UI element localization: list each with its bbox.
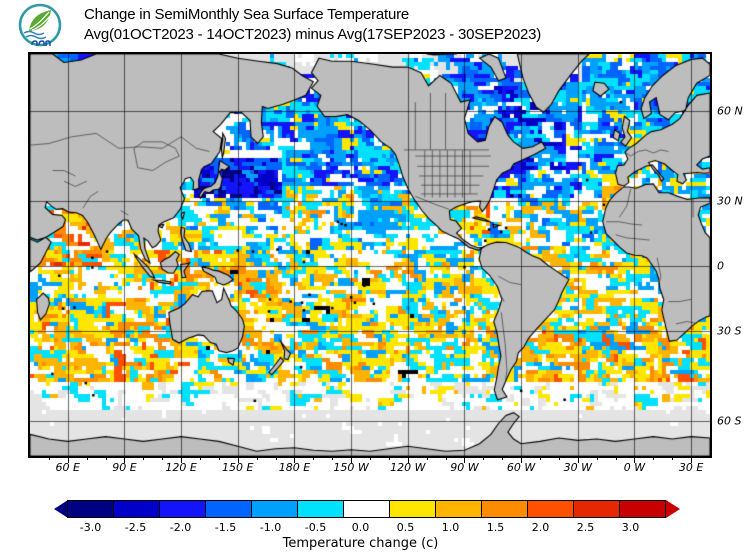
lon-axis-label: 120 W	[390, 461, 426, 474]
colorbar-tick-label: 0.0	[351, 521, 370, 534]
lon-axis-label: 0 W	[623, 461, 646, 474]
lon-axis-tick	[275, 456, 277, 460]
lon-axis-tick	[483, 456, 485, 460]
lon-axis-tick	[653, 456, 655, 460]
title-line-2: Avg(01OCT2023 - 14OCT2023) minus Avg(17S…	[84, 26, 542, 43]
map-frame	[28, 52, 712, 458]
lon-axis-tick	[124, 456, 126, 463]
hii-logo	[15, 2, 65, 55]
colorbar-segment	[389, 500, 436, 518]
colorbar-segment	[251, 500, 298, 518]
lon-axis-tick	[162, 456, 164, 460]
lat-axis-label: 30 S	[717, 324, 742, 338]
colorbar-tick-label: 2.0	[531, 521, 550, 534]
lon-axis-tick	[218, 456, 220, 460]
lon-axis-label: 120 E	[165, 461, 197, 474]
colorbar-tick-label: -0.5	[304, 521, 327, 534]
colorbar-left-arrow	[54, 500, 68, 518]
lon-axis-tick	[672, 456, 674, 460]
colorbar-caption: Temperature change (c)	[282, 536, 439, 551]
colorbar-segment	[205, 500, 252, 518]
lat-axis-label: 60 S	[717, 414, 742, 428]
lon-axis-label: 150 W	[333, 461, 369, 474]
hii-logo-graphic	[18, 3, 62, 47]
lon-axis-tick	[48, 456, 50, 460]
lon-axis-tick	[691, 456, 693, 463]
colorbar-tick-label: 3.0	[621, 521, 640, 534]
lon-axis-label: 30 E	[678, 461, 704, 474]
colorbar-right-arrow	[666, 500, 680, 518]
lon-axis-label: 150 E	[222, 461, 254, 474]
colorbar-tick-label: -1.5	[214, 521, 237, 534]
colorbar-segment	[343, 500, 390, 518]
lon-axis-label: 60 E	[55, 461, 80, 474]
colorbar-tick-label: 1.5	[486, 521, 505, 534]
lon-axis-tick	[407, 456, 409, 463]
colorbar-segment	[527, 500, 574, 518]
colorbar-tick-label: 0.5	[396, 521, 415, 534]
lon-axis-label: 180 E	[278, 461, 311, 474]
lon-axis-tick	[464, 456, 466, 463]
lon-axis-tick	[388, 456, 390, 460]
lon-axis-tick	[615, 456, 617, 460]
colorbar-tick-label: -2.0	[169, 521, 192, 534]
colorbar-segment	[67, 500, 114, 518]
colorbar-tick-label: 2.5	[576, 521, 595, 534]
lon-axis-tick	[445, 456, 447, 460]
lat-axis-label: 30 N	[717, 194, 743, 208]
lon-axis-tick	[294, 456, 296, 463]
colorbar	[54, 500, 680, 518]
lon-axis-tick	[200, 456, 201, 460]
lon-axis-tick	[67, 456, 69, 463]
lon-axis-tick	[256, 456, 258, 460]
lon-axis-label: 60 W	[506, 461, 536, 474]
lon-axis-tick	[143, 456, 145, 460]
lat-axis-label: 0	[717, 259, 724, 273]
lat-axis-label: 60 N	[717, 104, 743, 118]
colorbar-segment	[435, 500, 482, 518]
lon-axis-tick	[634, 456, 636, 463]
lon-axis-tick	[86, 456, 88, 460]
colorbar-segment	[619, 500, 666, 518]
lon-axis-tick	[540, 456, 541, 460]
colorbar-segment	[297, 500, 344, 518]
lon-axis-tick	[596, 456, 598, 460]
lon-axis-tick	[426, 456, 428, 460]
colorbar-tick-label: -2.5	[124, 521, 147, 534]
lon-axis-tick	[332, 456, 334, 460]
lon-axis-tick	[577, 456, 579, 463]
colorbar-tick-label: -1.0	[259, 521, 282, 534]
lon-axis-label: 30 W	[563, 461, 592, 474]
colorbar-segment	[113, 500, 160, 518]
colorbar-segment	[159, 500, 206, 518]
colorbar-tick-label: 1.0	[441, 521, 460, 534]
colorbar-segment	[481, 500, 528, 518]
lon-axis-label: 90 W	[450, 461, 479, 474]
lon-axis-tick	[521, 456, 523, 463]
title-line-1: Change in SemiMonthly Sea Surface Temper…	[84, 6, 410, 23]
world-map-canvas	[30, 54, 710, 456]
lon-axis-tick	[181, 456, 183, 463]
lon-axis-label: 90 E	[112, 461, 137, 474]
lon-axis-tick	[502, 456, 504, 460]
figure-title: Change in SemiMonthly Sea Surface Temper…	[84, 5, 541, 45]
logo-thai-text	[31, 40, 51, 46]
lon-axis-tick	[558, 456, 560, 460]
colorbar-segment	[573, 500, 620, 518]
lon-axis-tick	[237, 456, 239, 463]
lon-axis-tick	[313, 456, 315, 460]
colorbar-tick-label: -3.0	[79, 521, 102, 534]
lon-axis-tick	[370, 456, 371, 460]
lon-axis-tick	[105, 456, 107, 460]
lon-axis-tick	[351, 456, 353, 463]
